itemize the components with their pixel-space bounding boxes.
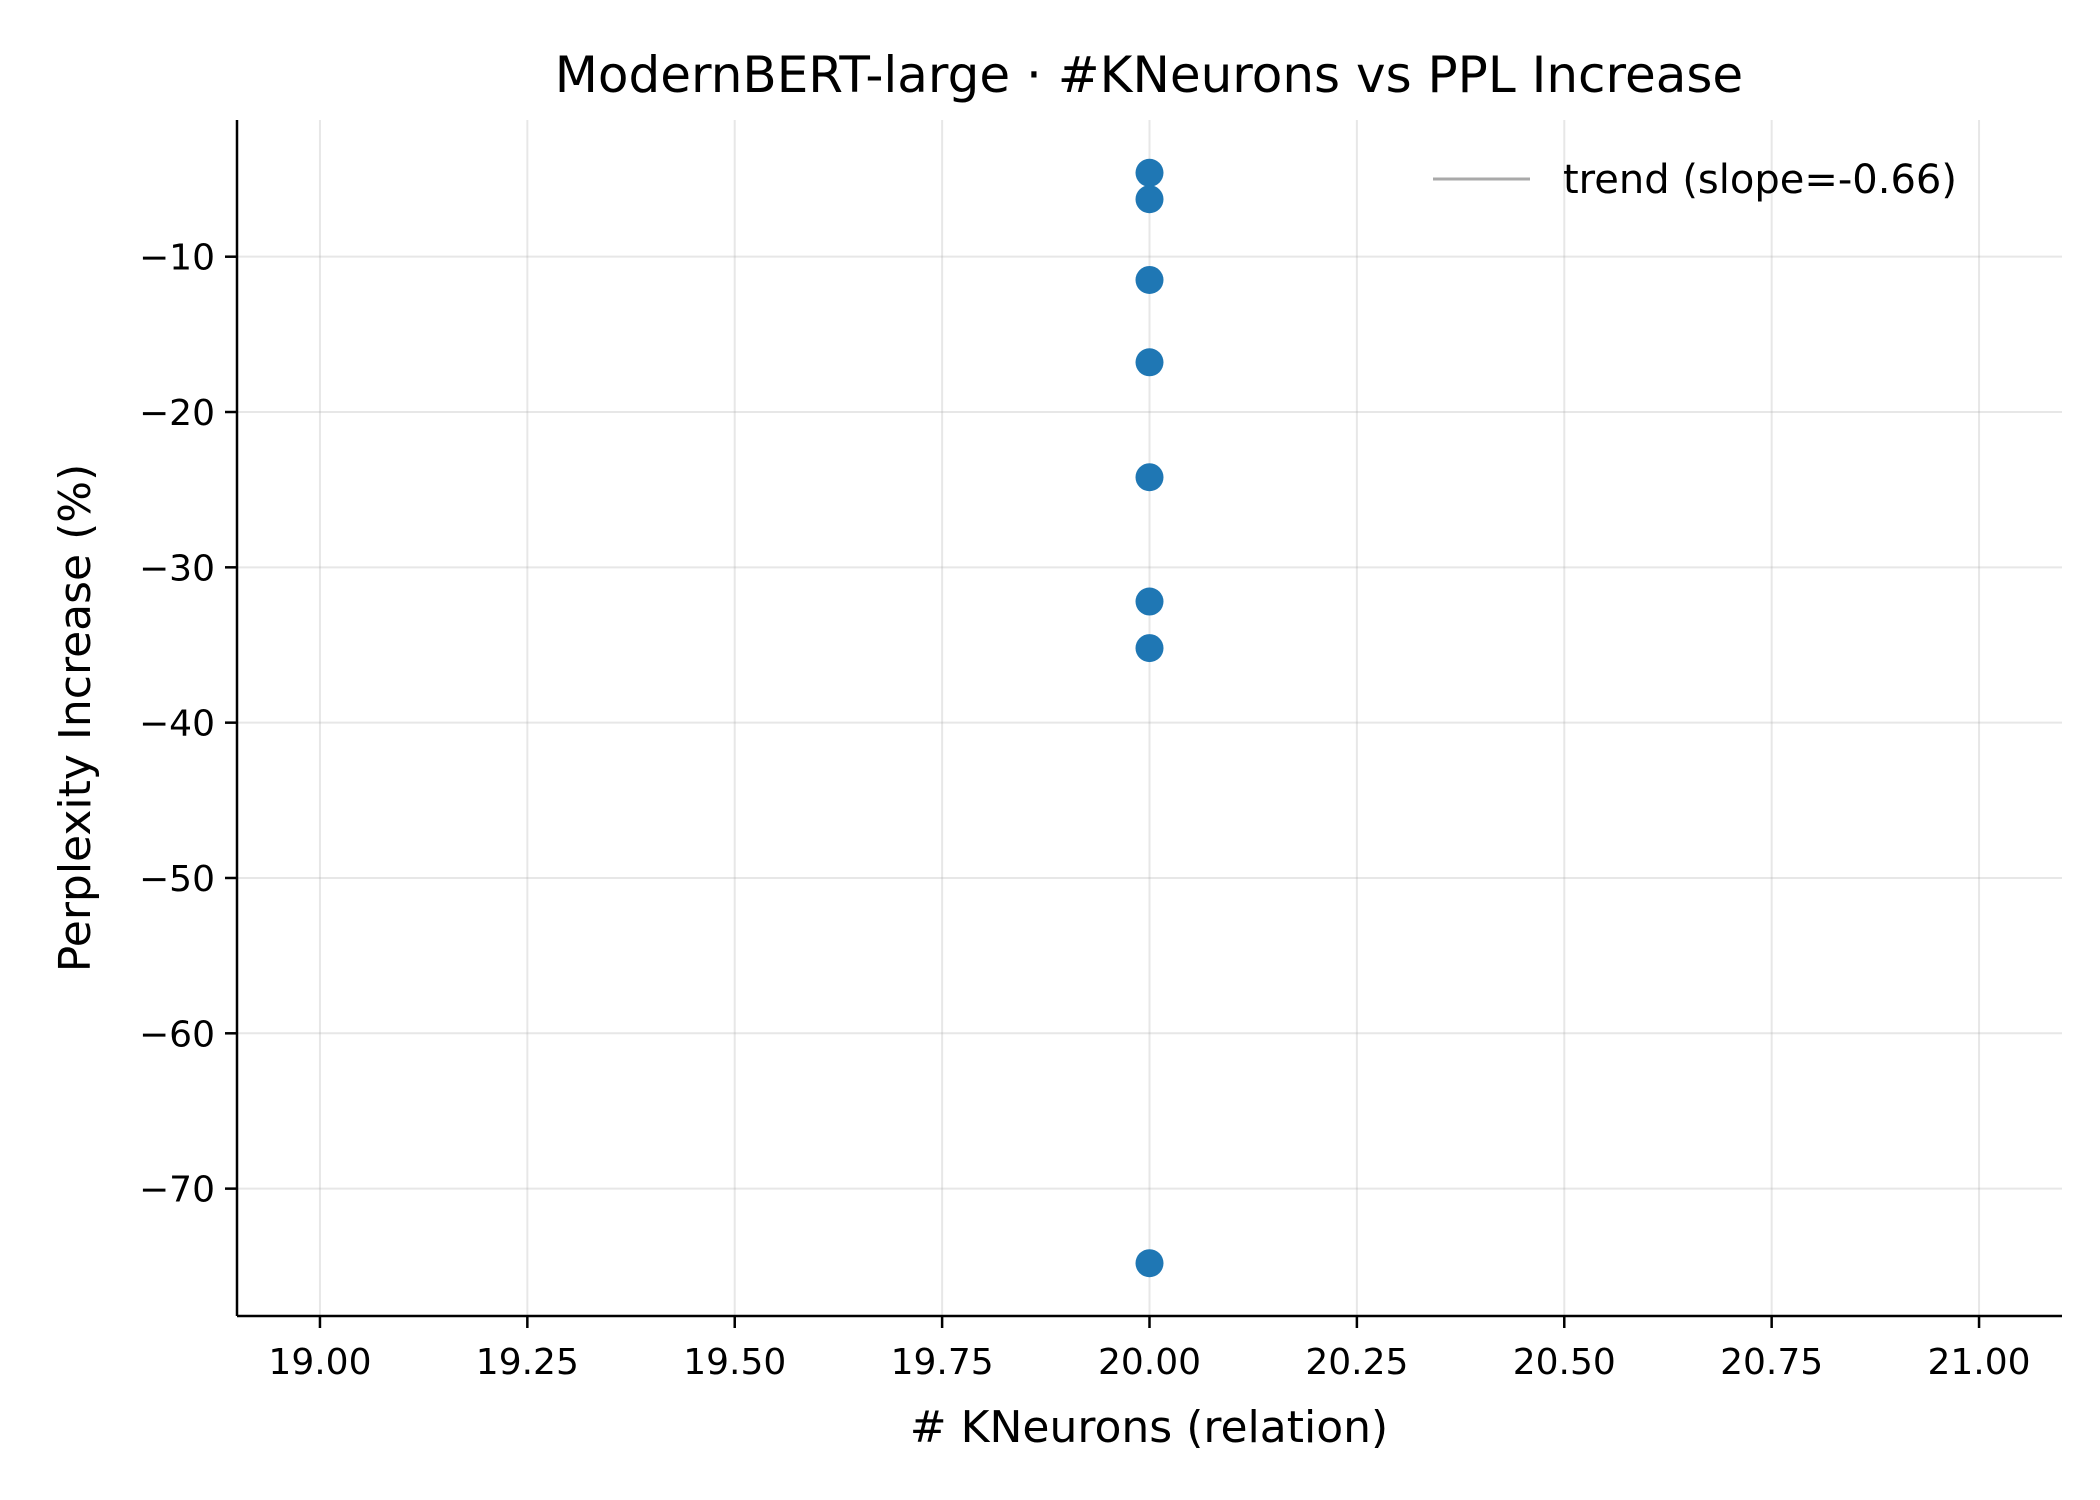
data-point [1135,348,1164,377]
x-tick-label: 20.75 [1720,1342,1823,1383]
x-tick-label: 19.00 [268,1342,371,1383]
y-tick-label: −10 [139,238,215,279]
x-tick-label: 20.50 [1513,1342,1616,1383]
data-point [1135,587,1164,616]
y-axis-label: Perplexity Increase (%) [50,464,101,972]
data-points [1135,158,1164,1278]
data-point [1135,634,1164,663]
y-tick-label: −40 [139,704,215,745]
x-tick-label: 21.00 [1928,1342,2031,1383]
y-tick-label: −70 [139,1170,215,1211]
x-tick-label: 19.50 [683,1342,786,1383]
x-tick-label: 19.75 [891,1342,994,1383]
y-tick-label: −20 [139,393,215,434]
chart-title: ModernBERT-large · #KNeurons vs PPL Incr… [555,46,1743,104]
y-tick-label: −60 [139,1014,215,1055]
data-point [1135,185,1164,214]
grid [237,120,2062,1316]
y-ticks: −10 −20 −30 −40 −50 −60 −70 [139,238,237,1211]
data-point [1135,265,1164,294]
x-ticks: 19.00 19.25 19.50 19.75 20.00 20.25 20.50 20.75… [268,1316,2031,1383]
data-point [1135,158,1164,187]
x-tick-label: 20.25 [1305,1342,1408,1383]
data-point [1135,1249,1164,1278]
y-tick-label: −50 [139,859,215,900]
x-tick-label: 20.00 [1098,1342,1201,1383]
data-point [1135,463,1164,492]
legend-trend-label: trend (slope=-0.66) [1563,157,1957,203]
legend: trend (slope=-0.66) [1433,157,1957,203]
x-axis-label: # KNeurons (relation) [910,1402,1388,1453]
x-tick-label: 19.25 [476,1342,579,1383]
y-tick-label: −30 [139,548,215,589]
